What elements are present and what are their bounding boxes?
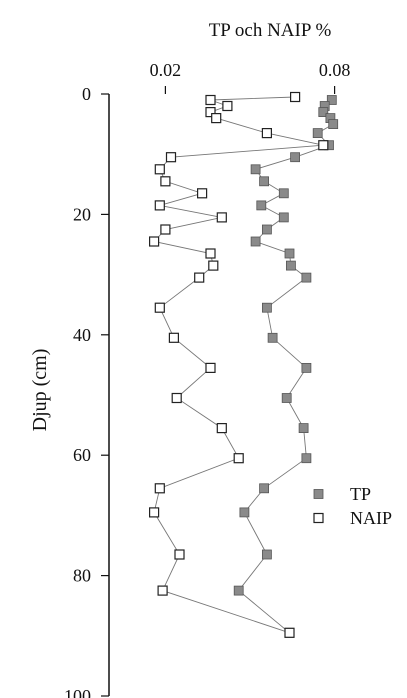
data-point-naip (154, 483, 165, 494)
series-line-tp (238, 99, 334, 634)
data-point-tp (259, 176, 270, 187)
y-tick-label: 40 (73, 325, 91, 345)
data-point-tp (259, 483, 270, 494)
data-point-tp (261, 224, 272, 235)
x-tick-label: 0.08 (319, 60, 351, 80)
data-point-naip (157, 585, 168, 596)
data-point-naip (154, 164, 165, 175)
data-point-naip (149, 236, 160, 247)
data-point-naip (154, 200, 165, 211)
data-point-naip (154, 302, 165, 313)
data-point-naip (216, 212, 227, 223)
legend-marker-naip (313, 512, 324, 524)
data-point-tp (285, 260, 296, 271)
data-point-tp (290, 152, 301, 163)
data-point-naip (222, 100, 233, 112)
data-point-naip (318, 140, 329, 151)
data-point-naip (208, 260, 219, 271)
data-point-tp (284, 248, 295, 259)
chart-title: TP och NAIP % (209, 20, 332, 41)
data-point-naip (233, 453, 244, 464)
data-point-naip (174, 549, 185, 560)
data-point-tp (261, 549, 272, 560)
data-point-tp (326, 95, 337, 105)
data-point-tp (281, 393, 292, 403)
data-point-tp (261, 302, 272, 313)
data-point-naip (160, 176, 171, 187)
legend-label-naip: NAIP (350, 508, 392, 528)
y-tick-label: 60 (73, 445, 91, 465)
data-point-naip (194, 272, 205, 283)
data-point-tp (301, 362, 312, 373)
data-point-naip (205, 248, 216, 259)
data-point-tp (267, 332, 278, 343)
data-point-naip (197, 188, 208, 199)
data-points (149, 91, 339, 638)
data-point-naip (205, 106, 216, 118)
y-tick-label: 80 (73, 566, 91, 586)
data-point-naip (171, 392, 182, 404)
data-point-naip (211, 112, 222, 124)
data-point-tp (328, 119, 339, 129)
data-point-tp (278, 212, 289, 223)
data-point-naip (284, 627, 295, 638)
y-tick-label: 100 (64, 686, 91, 698)
data-point-tp (233, 585, 244, 596)
data-point-naip (261, 128, 272, 139)
data-point-naip (168, 332, 179, 343)
data-point-tp (298, 423, 309, 434)
data-point-tp (301, 453, 312, 464)
tick-group: 0.02 0.08 0 20 40 60 80 100 (64, 60, 350, 698)
y-axis-title: Djup (cm) (29, 349, 51, 432)
data-point-tp (301, 272, 312, 283)
y-tick-label: 0 (82, 84, 91, 104)
data-point-tp (250, 236, 261, 247)
data-point-naip (160, 224, 171, 235)
y-tick-label: 20 (73, 204, 91, 224)
legend-marker-tp (313, 489, 324, 499)
data-point-naip (149, 507, 160, 518)
data-point-tp (256, 200, 267, 211)
data-point-tp (318, 107, 329, 117)
data-point-tp (239, 507, 250, 518)
data-point-naip (205, 94, 216, 106)
legend: TP NAIP (313, 484, 392, 528)
data-point-naip (216, 423, 227, 434)
data-point-tp (312, 128, 323, 139)
x-tick-label: 0.02 (150, 60, 182, 80)
legend-label-tp: TP (350, 484, 371, 504)
data-point-naip (165, 152, 177, 163)
data-point-tp (250, 164, 261, 175)
data-point-naip (205, 362, 216, 373)
data-point-tp (278, 188, 289, 199)
data-point-naip (290, 91, 301, 103)
